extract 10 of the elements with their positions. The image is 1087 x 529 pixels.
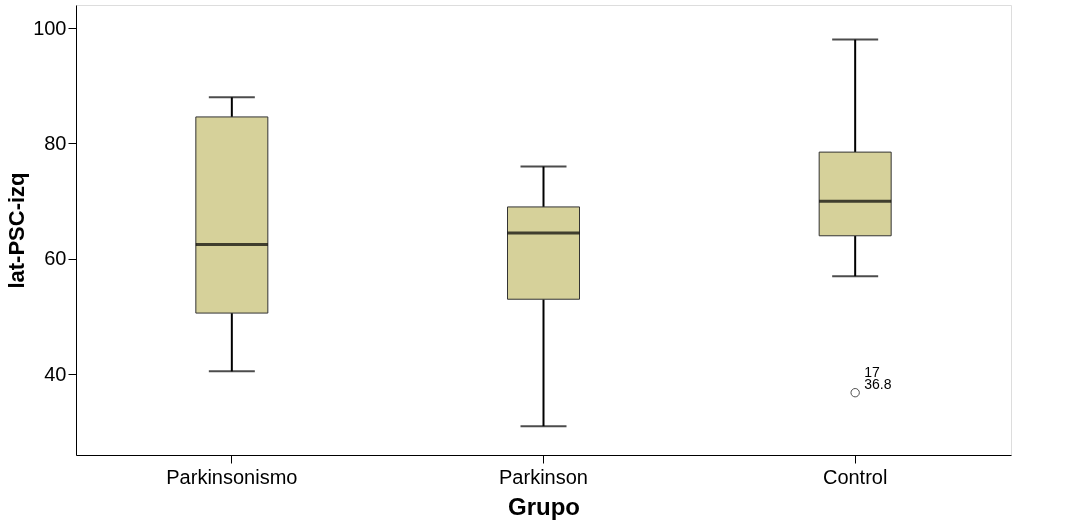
y-tick-label: 100 <box>33 16 67 39</box>
annotation: 17 <box>864 363 880 380</box>
x-tick-label: Control <box>822 465 888 488</box>
x-tick-label: Parkinson <box>499 465 588 488</box>
y-axis-title: lat-PSC-izq <box>4 172 30 289</box>
y-tick-label: 40 <box>44 362 67 385</box>
y-tick-label: 60 <box>44 247 67 270</box>
x-axis-title: Grupo <box>508 492 580 520</box>
y-tick-label: 80 <box>44 131 67 154</box>
x-tick-label: Parkinsonismo <box>166 465 298 488</box>
